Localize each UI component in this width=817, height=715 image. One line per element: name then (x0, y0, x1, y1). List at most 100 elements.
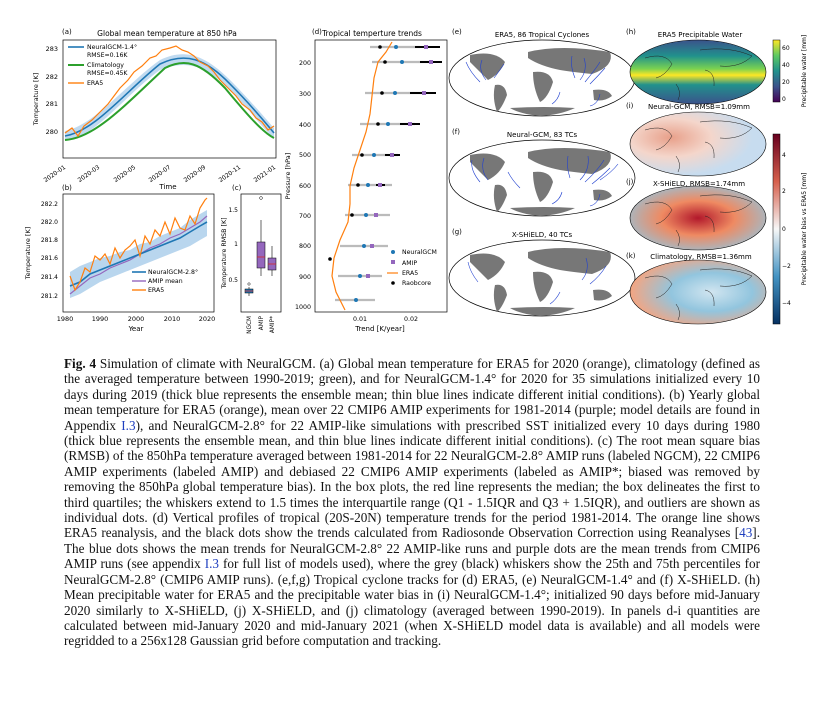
bias-map-coasts (644, 120, 753, 173)
legend-label: NeuralGCM-2.8° (148, 268, 198, 276)
panel-d-title: Tropical temperture trends (321, 29, 422, 38)
panel-b-era5-line (69, 197, 208, 292)
panel-d-era5-profile (331, 41, 393, 311)
caption-text: ), and NeuralGCM-2.8° for 22 AMIP-like s… (64, 417, 760, 541)
cbar-tick: 2 (782, 188, 786, 195)
xtick-label: 2021-01 (253, 164, 278, 184)
panel-j: (j) X-SHiELD, RMSB=1.74mm (626, 178, 767, 251)
tc-tracks (465, 55, 606, 107)
panel-k: (k) Climatology, RMSB=1.36mm (626, 252, 767, 325)
citation-link[interactable]: 43 (739, 525, 753, 541)
panel-d-legend: NeuralGCM AMIP ERA5 Raobcore (387, 249, 437, 287)
panel-j-title: X-SHiELD, RMSB=1.74mm (653, 180, 745, 188)
panel-f: (f) Neural-GCM, 83 TCs (448, 128, 636, 217)
panel-k-letter: (k) (626, 252, 636, 260)
panel-a-ngcm-mean-line (64, 57, 275, 137)
pw-colorbar-label: Precipitable water [mm] (801, 35, 808, 107)
panel-c-box-amip (256, 196, 266, 276)
cbar-tick: −4 (782, 300, 791, 307)
ytick-label: 282.0 (41, 219, 58, 226)
panel-a-axes (62, 39, 277, 159)
panel-d-amip-whiskers (376, 46, 442, 186)
ytick-label: 900 (299, 274, 311, 281)
xtick-label: 2020-09 (183, 164, 208, 184)
panel-b-axes (62, 193, 215, 313)
panel-c-letter: (c) (232, 184, 242, 192)
panel-b-legend: NeuralGCM-2.8° AMIP mean ERA5 (132, 268, 198, 294)
legend-label: Climatology (87, 62, 124, 69)
panel-a-xticks: 2020-01 2020-03 2020-05 2020-07 2020-09 … (43, 164, 278, 184)
pw-colorbar-ticks: 60 40 20 0 (782, 45, 790, 103)
pw-map (629, 39, 767, 105)
bias-colorbar: 4 2 0 −2 −4 Precipitable water bias vs E… (772, 133, 808, 325)
pw-map-coasts (644, 48, 753, 101)
xtick-label: 2020-01 (43, 164, 68, 184)
legend-label: NeuralGCM-1.4° (87, 43, 137, 51)
legend-label: AMIP mean (148, 278, 183, 285)
panel-c-xticks: NGCM AMIP AMIP* (247, 316, 276, 334)
appendix-link[interactable]: I.3 (121, 417, 136, 433)
panel-d-ylabel: Pressure [hPa] (284, 153, 292, 200)
xtick-label: NGCM (247, 316, 253, 334)
ytick-label: 300 (299, 91, 311, 98)
figure-caption: Fig. 4 Simulation of climate with Neural… (64, 356, 760, 649)
caption-text: Simulation of climate with NeuralGCM. (a… (64, 356, 760, 433)
panel-a-ylabel: Temperature [K] (32, 73, 40, 127)
xtick-label: 2020-03 (77, 164, 102, 184)
panel-h-letter: (h) (626, 28, 636, 36)
xtick-label: 2010 (164, 315, 181, 323)
tc-tracks (471, 155, 619, 207)
panel-b-xticks: 1980 1990 2000 2010 2020 (57, 315, 216, 323)
panel-f-letter: (f) (452, 128, 460, 136)
panel-d-whiskers (335, 45, 432, 302)
panel-g: (g) X-SHiELD, 40 TCs (448, 228, 636, 317)
ytick-label: 200 (299, 60, 311, 67)
appendix-link[interactable]: I.3 (204, 556, 220, 572)
ytick-label: 1.5 (228, 207, 238, 214)
ytick-label: 800 (299, 243, 311, 250)
panel-i-letter: (i) (626, 102, 634, 110)
cbar-tick: 60 (782, 45, 790, 52)
bias-colorbar-ticks: 4 2 0 −2 −4 (782, 152, 791, 307)
legend-label: AMIP (402, 260, 417, 267)
panel-d-xticks: 0.01 0.02 (353, 316, 418, 323)
ytick-label: 0.5 (228, 277, 238, 284)
panel-d-letter: (d) (312, 28, 322, 36)
ytick-label: 281.6 (41, 255, 58, 262)
panel-e-letter: (e) (452, 28, 462, 36)
bias-map (629, 185, 767, 251)
xtick-label: 0.01 (353, 316, 367, 323)
panel-a-era5-line (64, 45, 275, 138)
legend-label: NeuralGCM (402, 249, 437, 256)
xtick-label: AMIP (259, 316, 265, 331)
caption-text: for full list of models used), where the… (64, 556, 760, 649)
panel-d-xlabel: Trend [K/year] (354, 325, 405, 333)
ytick-label: 283 (46, 45, 58, 53)
panel-d-axes (314, 39, 448, 313)
cbar-tick: −2 (782, 263, 791, 270)
xtick-label: 2020 (199, 315, 216, 323)
panel-a-letter: (a) (62, 28, 72, 36)
bias-map (629, 111, 767, 177)
caption-text: ]. The blue dots shows the mean trends f… (64, 525, 760, 572)
ytick-label: 1000 (295, 304, 311, 311)
panel-c-box-amip-star (267, 246, 277, 276)
ytick-label: 500 (299, 152, 311, 159)
cbar-tick: 0 (782, 96, 786, 103)
legend-label: Raobcore (402, 280, 431, 287)
panel-b: (b) 281.2 281.4 281.6 281.8 282.0 282.2 … (24, 184, 215, 333)
xtick-label: 2000 (128, 315, 145, 323)
ytick-label: 700 (299, 213, 311, 220)
panel-a-xlabel: Time (158, 183, 176, 191)
figure-label: Fig. 4 (64, 356, 97, 371)
legend-label: RMSE=0.16K (87, 52, 128, 59)
panel-b-xlabel: Year (128, 325, 144, 333)
ytick-label: 280 (46, 128, 58, 136)
cbar-tick: 4 (782, 152, 786, 159)
panel-b-letter: (b) (62, 184, 72, 192)
panel-c-box-ngcm (244, 282, 254, 296)
panel-e-title: ERA5, 86 Tropical Cyclones (495, 31, 590, 39)
panel-i: (i) Neural-GCM, RMSB=1.09mm (626, 102, 767, 177)
panel-a-title: Global mean temperature at 850 hPa (97, 29, 237, 38)
panel-e: (e) ERA5, 86 Tropical Cyclones (448, 28, 636, 117)
